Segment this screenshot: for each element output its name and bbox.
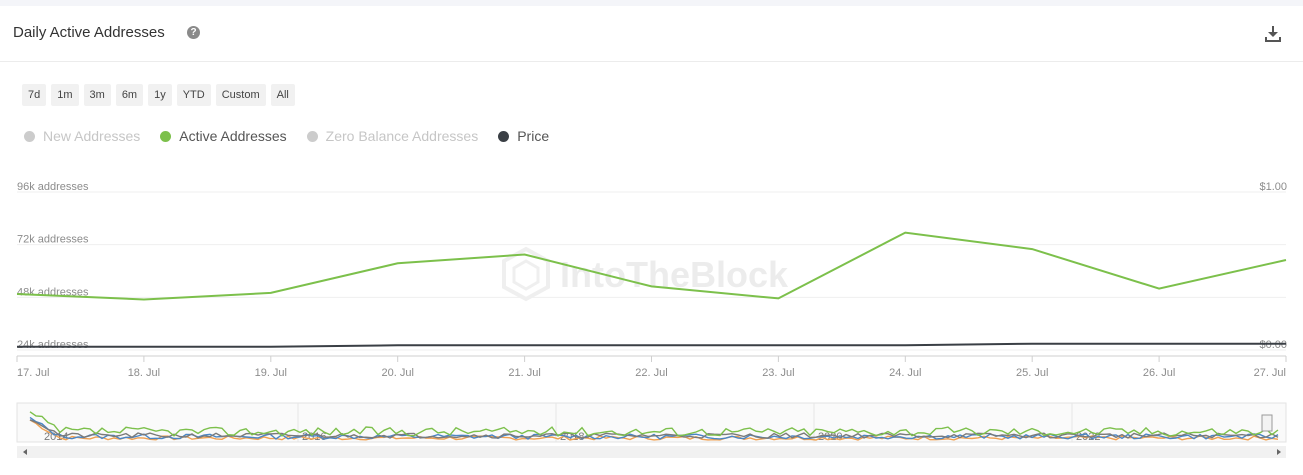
legend-dot bbox=[306, 130, 318, 142]
legend-dot bbox=[498, 130, 510, 142]
x-tick-label: 22. Jul bbox=[635, 367, 667, 379]
x-tick-label: 23. Jul bbox=[762, 367, 794, 379]
question-circle-icon[interactable]: ? bbox=[187, 26, 200, 39]
y-tick-label: 96k addresses bbox=[17, 181, 89, 193]
navigator-sparkline bbox=[29, 419, 1279, 439]
y2-axis: $0.00 $1.00 bbox=[1259, 181, 1287, 351]
watermark: IntoTheBlock bbox=[502, 246, 789, 302]
y2-tick-label: $1.00 bbox=[1259, 181, 1287, 193]
chart-title: Daily Active Addresses bbox=[13, 24, 165, 41]
navigator-year-label: 2014 bbox=[44, 431, 68, 443]
download-icon[interactable] bbox=[1264, 25, 1282, 43]
series-layer bbox=[16, 231, 1287, 348]
legend-new-addresses[interactable]: New Addresses bbox=[24, 128, 140, 144]
x-tick-label: 24. Jul bbox=[889, 367, 921, 379]
chart-legend: New Addresses Active Addresses Zero Bala… bbox=[24, 128, 549, 144]
scroll-left-arrow-icon bbox=[23, 449, 27, 455]
x-tick-label: 18. Jul bbox=[128, 367, 160, 379]
legend-zero-balance-addresses[interactable]: Zero Balance Addresses bbox=[306, 128, 479, 144]
chart-card: Daily Active Addresses ? 7d 1m 3m 6m 1y … bbox=[0, 6, 1303, 475]
legend-label: Zero Balance Addresses bbox=[325, 128, 479, 144]
active-addresses-line bbox=[16, 231, 1287, 301]
range-1y-button[interactable]: 1y bbox=[148, 84, 172, 106]
range-1m-button[interactable]: 1m bbox=[51, 84, 79, 106]
x-tick-label: 19. Jul bbox=[255, 367, 287, 379]
x-axis: 17. Jul 18. Jul 19. Jul 20. Jul 21. Jul 22. J… bbox=[16, 356, 1287, 379]
navigator-sparkline bbox=[29, 419, 1279, 441]
x-tick-label: 26. Jul bbox=[1143, 367, 1175, 379]
price-line bbox=[17, 342, 1286, 348]
legend-price[interactable]: Price bbox=[498, 128, 549, 144]
legend-label: New Addresses bbox=[43, 128, 141, 144]
y-tick-label: 24k addresses bbox=[17, 339, 89, 351]
navigator-scrollbar bbox=[17, 446, 1286, 458]
navigator[interactable]: 2014 2016 2018 2020 2022 bbox=[16, 402, 1303, 458]
legend-label: Active Addresses bbox=[179, 128, 287, 144]
x-tick-label: 21. Jul bbox=[508, 367, 540, 379]
range-ytd-button[interactable]: YTD bbox=[176, 84, 211, 106]
navigator-handle bbox=[1261, 414, 1273, 432]
range-7d-button[interactable]: 7d bbox=[22, 84, 47, 106]
range-custom-button[interactable]: Custom bbox=[215, 84, 266, 106]
range-3m-button[interactable]: 3m bbox=[83, 84, 111, 106]
legend-dot bbox=[24, 130, 35, 142]
range-6m-button[interactable]: 6m bbox=[115, 84, 144, 106]
x-tick-label: 20. Jul bbox=[381, 367, 413, 379]
navigator-year-label: 2016 bbox=[302, 431, 326, 443]
x-tick-label: 25. Jul bbox=[1016, 367, 1048, 379]
scroll-right-arrow-icon bbox=[1277, 449, 1281, 455]
grid bbox=[17, 191, 1286, 357]
legend-active-addresses[interactable]: Active Addresses bbox=[160, 128, 287, 144]
card-header: Daily Active Addresses ? bbox=[0, 6, 1303, 62]
legend-dot bbox=[160, 130, 172, 142]
range-all-button[interactable]: All bbox=[270, 84, 295, 106]
y2-tick-label: $0.00 bbox=[1259, 339, 1287, 351]
navigator-sparkline bbox=[29, 411, 1279, 437]
x-tick-label: 17. Jul bbox=[17, 367, 49, 379]
range-selector: 7d 1m 3m 6m 1y YTD Custom All bbox=[22, 84, 295, 106]
y-tick-label: 72k addresses bbox=[17, 234, 89, 246]
legend-label: Price bbox=[517, 128, 550, 144]
x-tick-label: 27. Jul bbox=[1254, 367, 1286, 379]
